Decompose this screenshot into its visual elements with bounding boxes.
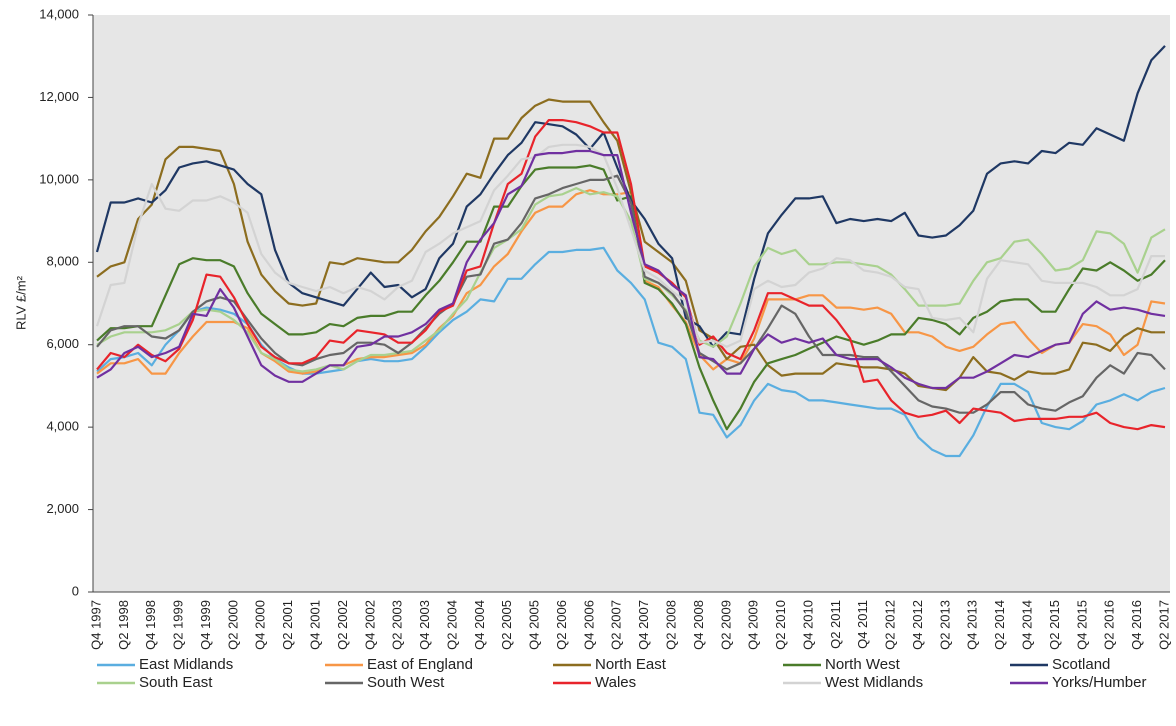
plot-area [93,15,1170,592]
x-tick-label: Q2 2016 [1102,600,1117,650]
legend-label: West Midlands [825,674,923,691]
legend-label: Yorks/Humber [1052,674,1146,691]
x-tick-label: Q2 2007 [609,600,624,650]
x-tick-label: Q4 2010 [800,600,815,650]
y-tick-label: 4,000 [46,419,79,434]
x-tick-label: Q2 2013 [937,600,952,650]
x-tick-label: Q4 2008 [691,600,706,650]
legend-label: East Midlands [139,656,233,673]
x-tick-label: Q2 2012 [883,600,898,650]
x-tick-label: Q2 2015 [1047,600,1062,650]
x-tick-label: Q2 1998 [116,600,131,650]
x-tick-label: Q4 2015 [1074,600,1089,650]
x-tick-label: Q2 2001 [280,600,295,650]
x-tick-label: Q4 2003 [417,600,432,650]
x-tick-label: Q4 2005 [527,600,542,650]
x-tick-label: Q2 2000 [225,600,240,650]
x-tick-label: Q2 2004 [444,600,459,650]
x-tick-label: Q4 2014 [1020,600,1035,650]
x-tick-label: Q4 2009 [746,600,761,650]
x-tick-label: Q2 2002 [335,600,350,650]
x-tick-label: Q2 2011 [828,600,843,649]
x-tick-label: Q4 2016 [1129,600,1144,650]
x-tick-label: Q4 2007 [636,600,651,650]
x-tick-label: Q4 2002 [362,600,377,650]
series-line [96,119,1166,431]
x-tick-label: Q2 2005 [499,600,514,650]
series-line [96,187,1166,373]
x-tick-label: Q4 2000 [253,600,268,650]
series-line [96,174,1166,414]
x-tick-label: Q2 2009 [718,600,733,650]
x-tick-label: Q4 2012 [910,600,925,650]
series-line [96,149,1166,390]
series-line [95,143,1165,348]
y-tick-label: 12,000 [39,89,79,104]
x-tick-label: Q4 1998 [143,600,158,650]
y-tick-label: 0 [72,583,79,598]
legend-label: East of England [367,656,473,673]
x-tick-label: Q2 2008 [664,600,679,650]
x-tick-label: Q4 2001 [308,600,323,650]
legend-label: Wales [595,674,636,691]
x-tick-label: Q4 2011 [855,600,870,649]
legend-label: South East [139,674,213,691]
x-tick-label: Q4 2006 [581,600,596,650]
x-tick-label: Q2 2014 [992,600,1007,650]
x-tick-label: Q4 2004 [472,600,487,650]
y-tick-label: 6,000 [46,336,79,351]
x-tick-label: Q4 1997 [88,600,103,650]
legend-label: South West [367,674,445,691]
legend-label: North West [825,656,901,673]
y-tick-label: 2,000 [46,501,79,516]
x-tick-label: Q2 2006 [554,600,569,650]
x-tick-label: Q2 2010 [773,600,788,650]
x-tick-label: Q4 1999 [198,600,213,650]
series-line [96,164,1166,431]
y-tick-label: 14,000 [39,6,79,21]
x-tick-label: Q2 2003 [390,600,405,650]
y-tick-label: 8,000 [46,254,79,269]
x-tick-label: Q4 2013 [965,600,980,650]
x-tick-label: Q2 1999 [171,600,186,650]
y-axis-label: RLV £/m² [13,275,28,330]
legend-label: North East [595,656,667,673]
y-tick-label: 10,000 [39,171,79,186]
x-tick-label: Q2 2017 [1156,600,1171,650]
legend-label: Scotland [1052,656,1110,673]
